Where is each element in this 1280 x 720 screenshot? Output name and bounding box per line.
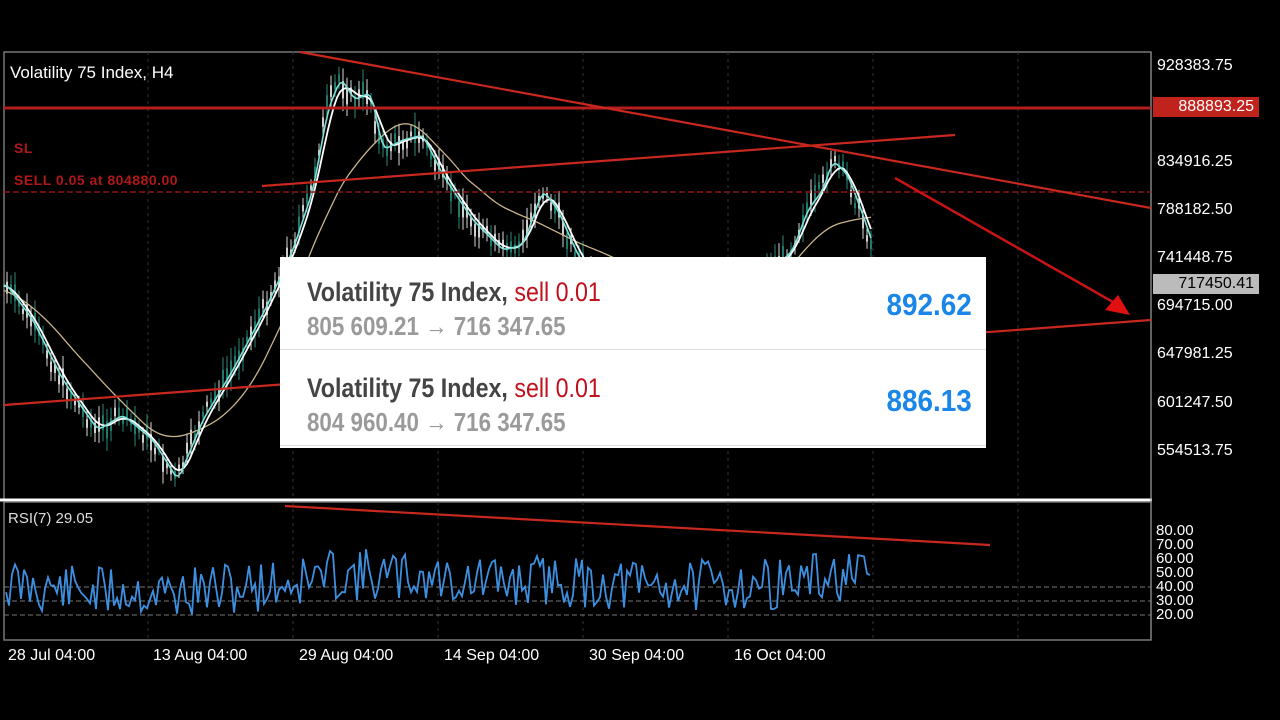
trade-row[interactable]: Volatility 75 Index, sell 0.01 804 960.4…	[280, 353, 986, 446]
trade-profit: 892.62	[886, 287, 972, 322]
forecast-arrow-line[interactable]	[894, 176, 1121, 308]
chart-title: Volatility 75 Index, H4	[10, 63, 174, 82]
date-tick: 28 Jul 04:00	[8, 647, 96, 664]
price-tick: 554513.75	[1157, 442, 1233, 459]
trade-row[interactable]: Volatility 75 Index, sell 0.01 805 609.2…	[280, 257, 986, 350]
trade-prices: 804 960.40 → 716 347.65	[307, 407, 566, 437]
price-tick: 928383.75	[1157, 57, 1233, 74]
rsi-tick: 40.00	[1156, 578, 1194, 595]
rsi-tick: 30.00	[1156, 592, 1194, 609]
trade-symbol: Volatility 75 Index, sell 0.01	[307, 277, 601, 308]
date-tick: 14 Sep 04:00	[444, 647, 540, 664]
trendline-ascending[interactable]	[261, 133, 956, 188]
price-tick: 834916.25	[1157, 153, 1233, 170]
rsi-trendline[interactable]	[284, 504, 991, 547]
trendline-descending[interactable]	[299, 50, 1152, 210]
sell-order-label: SELL 0.05 at 804880.00	[14, 172, 179, 188]
sl-price-badge: 888893.25	[1153, 97, 1259, 117]
trade-side: sell 0.01	[514, 277, 601, 307]
date-tick: 29 Aug 04:00	[299, 647, 394, 664]
rsi-tick: 20.00	[1156, 606, 1194, 623]
order-lines	[4, 106, 1151, 193]
rsi-tick: 70.00	[1156, 536, 1194, 553]
current-price-badge: 717450.41	[1153, 274, 1259, 294]
trade-symbol-name: Volatility 75 Index,	[307, 277, 508, 307]
rsi-label: RSI(7) 29.05	[8, 510, 94, 527]
price-tick: 601247.50	[1157, 394, 1233, 411]
date-tick: 30 Sep 04:00	[589, 647, 685, 664]
price-tick: 647981.25	[1157, 345, 1233, 362]
trade-profit: 886.13	[886, 383, 972, 418]
trade-symbol-name: Volatility 75 Index,	[307, 373, 508, 403]
price-tick: 741448.75	[1157, 249, 1233, 266]
sl-label: SL	[14, 140, 33, 156]
trade-prices: 805 609.21 → 716 347.65	[307, 311, 566, 341]
rsi-tick: 50.00	[1156, 564, 1194, 581]
price-tick: 694715.00	[1157, 297, 1233, 314]
date-tick: 16 Oct 04:00	[734, 647, 826, 664]
date-tick: 13 Aug 04:00	[153, 647, 248, 664]
trades-panel: Volatility 75 Index, sell 0.01 805 609.2…	[280, 257, 986, 448]
forecast-arrow-head	[1105, 295, 1130, 315]
price-tick: 788182.50	[1157, 201, 1233, 218]
rsi-indicator	[5, 549, 871, 615]
rsi-tick: 80.00	[1156, 522, 1194, 539]
trade-symbol: Volatility 75 Index, sell 0.01	[307, 373, 601, 404]
rsi-tick: 60.00	[1156, 550, 1194, 567]
trade-side: sell 0.01	[514, 373, 601, 403]
